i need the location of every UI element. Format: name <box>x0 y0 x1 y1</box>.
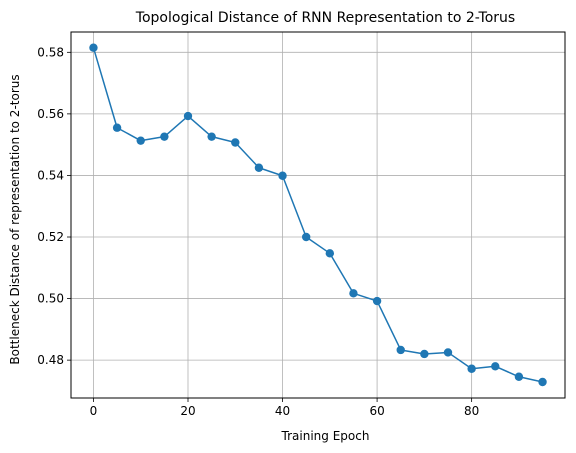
y-axis-ticks: 0.48 0.50 0.52 0.54 0.56 0.58 <box>37 45 71 367</box>
data-point <box>89 43 98 52</box>
x-tick-label: 40 <box>275 404 290 418</box>
data-point <box>254 163 264 172</box>
data-point <box>183 111 193 121</box>
y-tick-label: 0.54 <box>37 168 64 182</box>
data-point <box>160 132 169 141</box>
x-axis-label: Training Epoch <box>281 429 370 443</box>
data-point <box>443 348 453 357</box>
data-point <box>207 132 216 141</box>
data-point <box>420 349 429 359</box>
data-point <box>514 372 524 381</box>
y-tick-label: 0.48 <box>37 353 64 367</box>
data-point <box>491 362 500 371</box>
series-layer <box>89 43 547 387</box>
chart-title: Topological Distance of RNN Representati… <box>135 10 515 26</box>
x-tick-label: 60 <box>369 404 384 418</box>
data-point <box>538 377 547 387</box>
data-point <box>301 232 311 242</box>
data-point <box>136 136 145 145</box>
y-axis-label: Bottleneck Distance of representation to… <box>8 74 22 364</box>
series-line <box>92 47 543 383</box>
data-point <box>372 296 382 306</box>
data-point <box>396 345 405 355</box>
data-point <box>349 289 358 298</box>
y-tick-label: 0.56 <box>37 107 64 121</box>
plot-area-frame <box>70 31 566 399</box>
y-tick-label: 0.58 <box>37 45 64 59</box>
data-point <box>231 138 240 147</box>
y-tick-label: 0.52 <box>37 230 64 244</box>
x-tick-label: 0 <box>90 404 98 418</box>
data-point <box>278 171 287 180</box>
x-tick-label: 80 <box>464 404 479 418</box>
grid <box>71 32 565 398</box>
y-tick-label: 0.50 <box>37 292 64 306</box>
data-point <box>325 249 335 258</box>
data-point <box>467 364 476 373</box>
x-axis-ticks: 0 20 40 60 80 <box>90 398 479 418</box>
x-tick-label: 20 <box>180 404 195 418</box>
data-point <box>112 123 122 132</box>
